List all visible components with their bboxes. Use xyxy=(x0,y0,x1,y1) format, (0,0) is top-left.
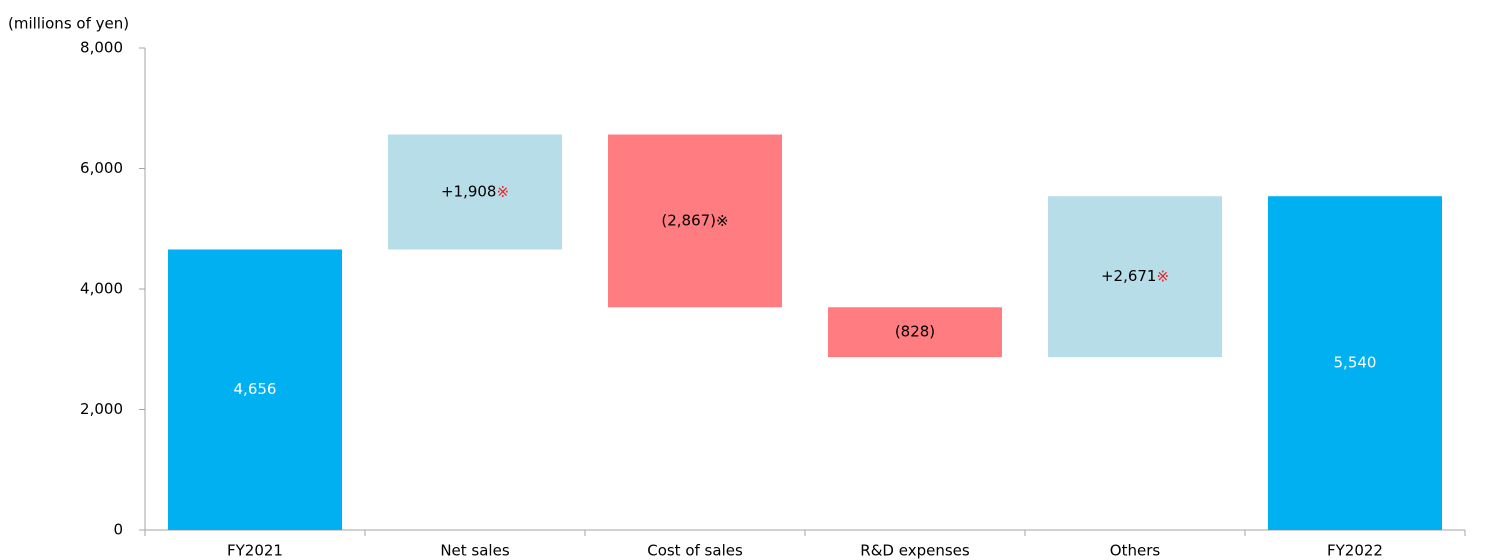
data-label: 4,656 xyxy=(234,380,277,398)
bar xyxy=(1048,196,1222,358)
x-tick-label: Cost of sales xyxy=(647,542,743,560)
x-tick-label: Net sales xyxy=(440,542,510,560)
bar xyxy=(388,134,562,250)
x-tick-label: Others xyxy=(1110,542,1161,560)
data-label: 5,540 xyxy=(1334,354,1377,372)
bar xyxy=(608,134,782,308)
note-mark: ※ xyxy=(496,182,509,200)
data-label: (828) xyxy=(895,323,935,341)
y-tick-label: 0 xyxy=(113,521,123,539)
y-tick-label: 4,000 xyxy=(80,280,123,298)
y-tick-label: 2,000 xyxy=(80,400,123,418)
x-tick-label: FY2021 xyxy=(227,542,283,560)
data-label: +2,671※ xyxy=(1101,267,1169,285)
x-tick-label: FY2022 xyxy=(1327,542,1383,560)
bar xyxy=(1268,196,1442,530)
bar xyxy=(828,307,1002,358)
y-tick-label: 6,000 xyxy=(80,159,123,177)
note-mark: ※ xyxy=(1156,267,1169,285)
x-tick-label: R&D expenses xyxy=(860,542,970,560)
y-axis-label: (millions of yen) xyxy=(8,15,129,33)
data-label: (2,867)※ xyxy=(661,211,728,229)
y-tick-label: 8,000 xyxy=(80,39,123,57)
data-label: +1,908※ xyxy=(441,182,509,200)
bar xyxy=(168,249,342,530)
note-mark: ※ xyxy=(716,211,729,229)
